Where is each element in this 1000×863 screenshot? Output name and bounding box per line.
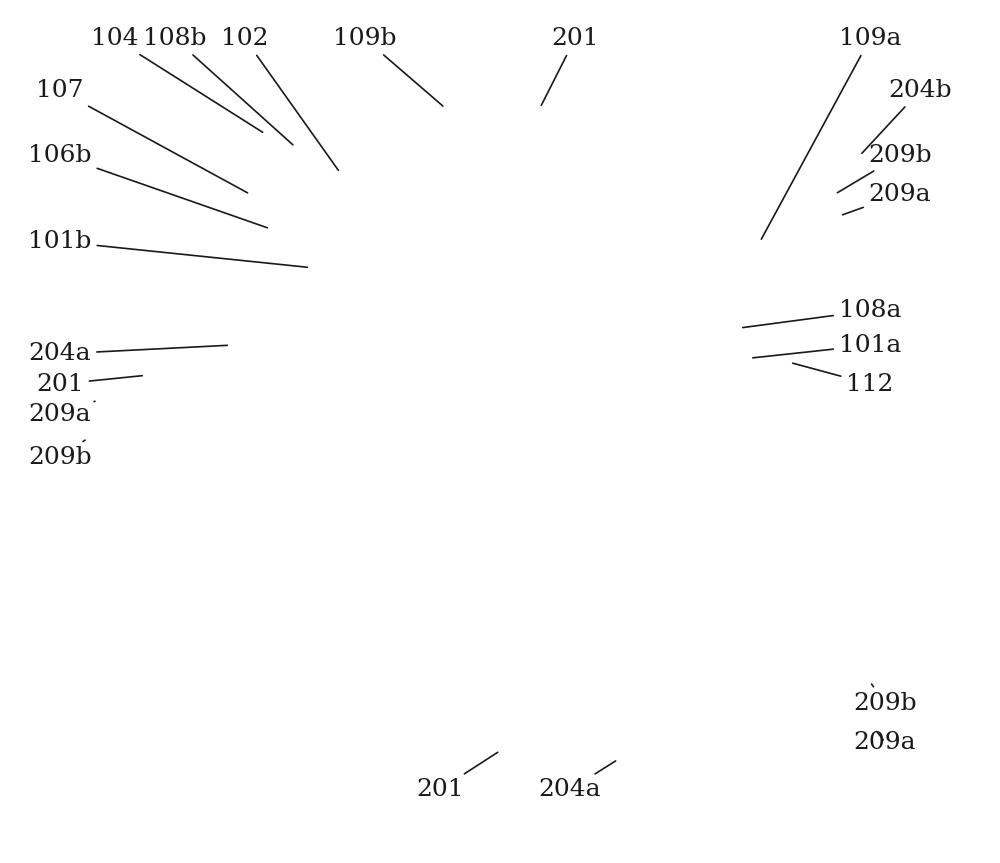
Text: 201: 201 (416, 753, 498, 801)
Text: 102: 102 (221, 28, 338, 170)
Text: 106b: 106b (28, 144, 267, 228)
Text: 209b: 209b (837, 144, 932, 192)
Text: 112: 112 (793, 363, 894, 395)
Text: 104: 104 (91, 28, 263, 132)
Text: 209a: 209a (854, 731, 916, 753)
Text: 201: 201 (541, 28, 599, 105)
Text: 109b: 109b (333, 28, 443, 106)
Text: 209a: 209a (843, 183, 931, 215)
Text: 109a: 109a (761, 28, 901, 239)
Text: 209b: 209b (28, 440, 92, 469)
Text: 204a: 204a (539, 761, 616, 801)
Text: 108a: 108a (743, 299, 901, 328)
Text: 101b: 101b (28, 230, 307, 268)
Text: 204a: 204a (29, 343, 227, 365)
Text: 209a: 209a (29, 401, 95, 425)
Text: 101a: 101a (753, 334, 901, 358)
Text: 201: 201 (36, 373, 142, 395)
Text: 204b: 204b (862, 79, 952, 154)
Text: 209b: 209b (853, 684, 917, 715)
Text: 107: 107 (36, 79, 248, 192)
Text: 108b: 108b (143, 28, 293, 145)
